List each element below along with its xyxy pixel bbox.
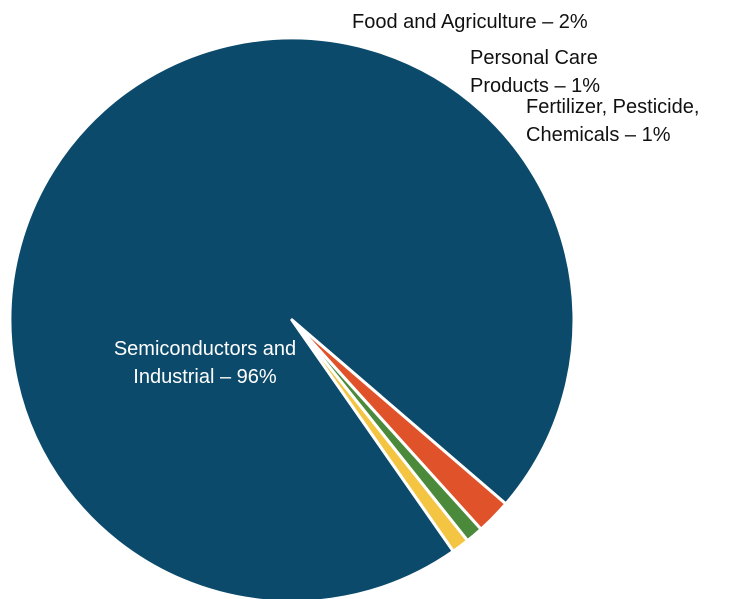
slice-label-line: Semiconductors and <box>114 338 296 360</box>
pie-slice-fertilizer-pesticide-chemicals <box>290 318 470 553</box>
slice-label-semiconductors-and-industrial: Semiconductors and Industrial – 96% <box>114 338 296 388</box>
pie-labels: Semiconductors and Industrial – 96% Food a… <box>114 11 700 388</box>
slice-label-line: Industrial – 96% <box>133 366 277 388</box>
slice-label-line: Food and Agriculture – 2% <box>352 11 588 33</box>
slice-label-line: Personal Care <box>470 47 598 69</box>
slice-label-personal-care-products: Personal Care Products – 1% <box>470 47 600 97</box>
pie-slices <box>8 36 576 599</box>
slice-label-food-and-agriculture: Food and Agriculture – 2% <box>352 11 588 33</box>
slice-label-line: Fertilizer, Pesticide, <box>526 96 699 118</box>
slice-label-line: Products – 1% <box>470 75 600 97</box>
slice-label-fertilizer-pesticide-chemicals: Fertilizer, Pesticide, Chemicals – 1% <box>526 96 699 146</box>
slice-label-line: Chemicals – 1% <box>526 124 671 146</box>
